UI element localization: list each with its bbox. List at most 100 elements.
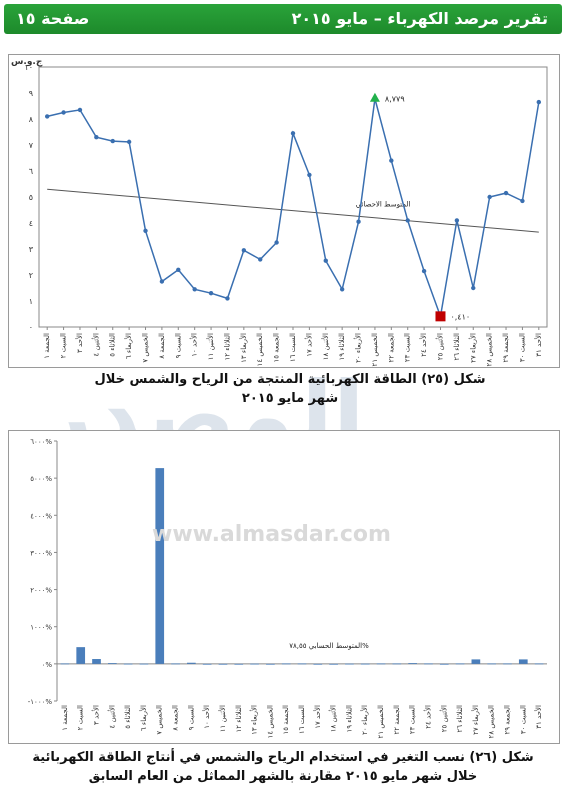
x-tick-label: الأحد ٢٤: [419, 333, 428, 357]
x-tick-label: الأحد ٣١: [534, 333, 543, 357]
report-header: تقرير مرصد الكهرباء – مايو ٢٠١٥ صفحة ١٥: [4, 4, 562, 34]
data-point: [110, 138, 115, 144]
data-point: [307, 172, 312, 178]
y-tick-label: ٥: [29, 193, 33, 202]
data-point: [536, 99, 542, 105]
bar: [187, 662, 196, 664]
y-tick-label: ٢٠٠٠%: [30, 587, 52, 595]
x-tick-label: السبت ٩: [187, 705, 195, 730]
x-tick-label: الأربعاء ٢٠: [360, 705, 369, 735]
data-point: [225, 296, 230, 301]
y-tick-label: ٠: [29, 323, 33, 332]
x-tick-label: الأربعاء ٢٧: [468, 333, 477, 363]
x-tick-label: الجمعة ١٥: [282, 705, 290, 735]
max-label: ٨,٧٧٩: [385, 95, 405, 104]
x-tick-label: الأثنين ١١: [206, 333, 215, 360]
y-tick-label: ٣: [29, 245, 34, 254]
data-point: [487, 194, 492, 200]
data-point: [44, 114, 50, 119]
x-tick-label: الأربعاء ٢٠: [354, 333, 363, 363]
bar: [376, 663, 386, 665]
chart2-caption-line1: شكل (٢٦) نسب التغير في استخدام الرياح وا…: [32, 750, 534, 765]
data-point: [471, 285, 476, 291]
bar: [202, 663, 212, 665]
data-point: [143, 228, 148, 233]
x-tick-label: الخميس ٢٨: [488, 705, 496, 738]
bar: [455, 663, 465, 665]
bar: [503, 663, 512, 665]
x-tick-label: الخميس ٧: [156, 705, 164, 735]
chart1-caption: شكل (٢٥) الطاقة الكهربائية المنتجة من ال…: [60, 370, 520, 408]
y-tick-label: ١٠: [24, 63, 33, 72]
bar: [345, 663, 354, 665]
x-tick-label: الثلاثاء ٢٦: [456, 705, 464, 733]
x-tick-label: الجمعة ٢٢: [387, 333, 395, 363]
data-point: [94, 135, 99, 140]
y-tick-label: ٠%: [42, 661, 53, 669]
data-point: [208, 291, 214, 296]
x-tick-label: الأحد ٣: [92, 705, 101, 725]
bar: [329, 663, 338, 665]
bar: [487, 663, 497, 665]
bar: [392, 663, 402, 665]
y-tick-label: ٥٠٠٠%: [30, 475, 52, 483]
bar: [107, 663, 117, 664]
bar: [266, 663, 275, 665]
x-tick-label: الأحد ٣: [75, 333, 84, 353]
y-tick-label: ٨: [29, 115, 34, 124]
x-tick-label: الثلاثاء ١٩: [338, 333, 346, 361]
bar: [313, 663, 323, 665]
data-point: [421, 268, 427, 274]
data-point: [503, 190, 509, 196]
x-tick-label: الأربعاء ١٣: [250, 705, 259, 735]
data-point: [520, 198, 525, 204]
max-marker: [369, 92, 380, 102]
bar: [439, 663, 449, 665]
chart2-frame: -١٠٠٠% ٠% ١٠٠٠% ٢٠٠٠% ٣٠٠٠% ٤٠٠٠% ٥٠٠٠% ٦٠٠٠% ال…: [8, 430, 560, 744]
y-tick-label: ٦٠٠٠%: [30, 438, 52, 446]
bar: [171, 663, 180, 665]
x-tick-label: الأثنين ٢٥: [439, 705, 448, 732]
bar: [76, 647, 86, 664]
bar: [297, 663, 307, 665]
x-tick-label: الأثنين ١٨: [321, 333, 330, 360]
bar: [471, 659, 481, 664]
y-tick-label: ٩: [29, 89, 33, 98]
data-point: [176, 267, 181, 272]
x-tick-label: الخميس ١٤: [266, 705, 274, 738]
chart1-caption-line1: شكل (٢٥) الطاقة الكهربائية المنتجة من ال…: [94, 372, 486, 387]
x-tick-label: الجمعة ٢٢: [393, 705, 401, 735]
x-tick-label: السبت ٣٠: [519, 705, 527, 734]
bar: [139, 663, 149, 665]
x-tick-label: الخميس ٢٨: [486, 333, 494, 366]
x-tick-label: الثلاثاء ٢٦: [453, 333, 461, 361]
watermark-url: www.almasdar.com: [152, 522, 391, 547]
bar-chart: -١٠٠٠% ٠% ١٠٠٠% ٢٠٠٠% ٣٠٠٠% ٤٠٠٠% ٥٠٠٠% ٦٠٠٠% ال…: [28, 438, 547, 738]
bar: [281, 663, 291, 665]
bar: [518, 659, 528, 664]
x-tick-label: الأحد ٣١: [534, 705, 543, 729]
x-tick-label: السبت ٢٣: [404, 333, 412, 362]
y-tick-label: ٦: [29, 167, 33, 176]
y-tick-label: -١٠٠٠%: [28, 698, 53, 706]
x-tick-label: السبت ٣٠: [518, 333, 526, 362]
y-axis-label: ج.و.س: [11, 57, 43, 67]
x-tick-label: الخميس ٢١: [377, 705, 385, 738]
x-tick-label: الأحد ١٠: [190, 333, 199, 357]
plot-area: [38, 66, 548, 328]
y-tick-label: ٤: [29, 219, 33, 228]
x-tick-label: السبت ٢: [77, 705, 85, 730]
min-marker: [435, 311, 446, 322]
x-tick-label: السبت ١٦: [298, 705, 306, 734]
data-point: [274, 240, 279, 245]
x-tick-label: الأحد ١٠: [202, 705, 211, 729]
bar: [155, 468, 165, 664]
data-point: [389, 158, 394, 163]
bar: [218, 663, 228, 665]
x-tick-label: الأثنين ١٨: [329, 705, 338, 732]
x-tick-label: الأحد ٢٤: [423, 705, 432, 729]
data-point: [290, 131, 296, 136]
line-chart: ٠ ١ ٢ ٣ ٤ ٥ ٦ ٧ ٨ ٩ ١٠ج.و.س الجمعة ١ السبت ٢ الأحد ٣ ا…: [11, 57, 548, 366]
x-tick-label: الخميس ١٤: [256, 333, 264, 366]
x-tick-label: الجمعة ٢٩: [502, 333, 510, 363]
